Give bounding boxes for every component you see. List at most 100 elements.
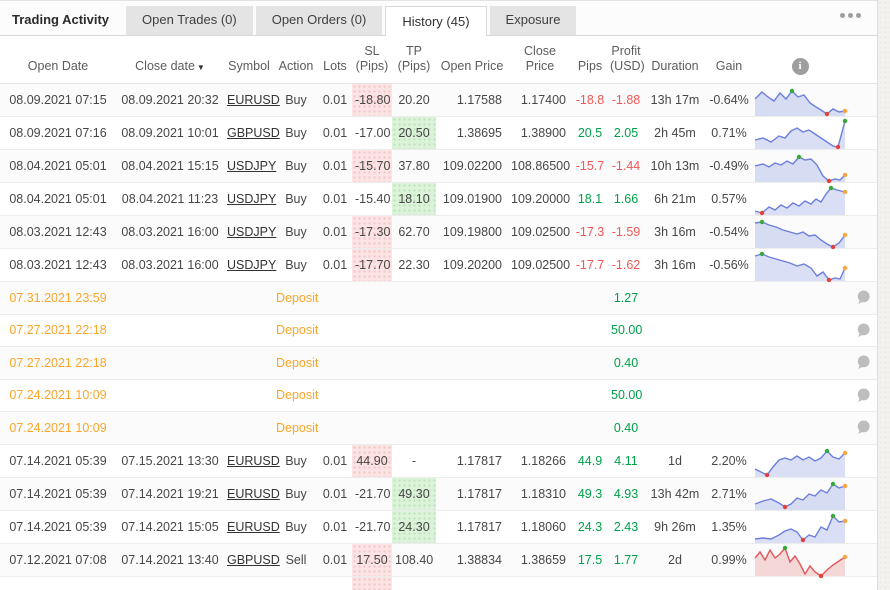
cell-empty [116,412,274,445]
tab-trading-activity[interactable]: Trading Activity [12,12,110,27]
cell-empty [116,380,274,412]
cell-comment [848,478,877,511]
column-header-chart[interactable]: i [752,36,848,84]
column-header-action[interactable]: Action [274,36,318,84]
symbol-link[interactable]: EURUSD [227,93,280,107]
symbol-link[interactable]: USDJPY [227,258,277,272]
more-options-button[interactable] [840,13,861,18]
cell-close-price: 108.86500 [508,150,572,183]
cell-sl: -15.70 [352,150,392,183]
column-header-comment[interactable] [848,36,877,84]
cell-close-date: 07.15.2021 13:30 [116,445,224,478]
tab-exposure[interactable]: Exposure [489,6,577,35]
cell-action: Buy [274,117,318,150]
cell-action: Buy [274,249,318,282]
symbol-link[interactable]: GBPUSD [227,126,280,140]
symbol-link[interactable]: GBPUSD [227,552,280,567]
cell-chart [752,84,848,117]
cell-pips: 24.3 [572,511,608,544]
cell-empty [644,412,848,445]
symbol-link[interactable]: EURUSD [227,519,280,534]
cell-close-price: 109.02500 [508,216,572,249]
cell-symbol: GBPUSD [224,117,280,150]
comment-icon[interactable] [855,388,871,403]
column-header-tp[interactable]: TP (Pips) [392,36,436,84]
column-header-open_date[interactable]: Open Date [0,36,116,84]
cell-close_price [508,577,572,590]
cell-profit: 4.11 [608,445,644,478]
column-header-lots[interactable]: Lots [318,36,352,84]
tab-open-trades-0[interactable]: Open Trades (0) [126,6,253,35]
cell-duration: 2h 45m [644,117,706,150]
cell-symbol: GBPUSD [224,544,280,577]
cell-comment [848,544,877,577]
column-header-close_date[interactable]: Close date ▼ [116,36,224,84]
trade-row: 07.14.2021 05:39 07.14.2021 15:05 EURUSD Bu… [0,510,877,544]
cell-tp: 37.80 [392,150,436,183]
cell-close-date: 08.04.2021 11:23 [116,183,224,216]
cell-deposit-label: Deposit [274,282,318,315]
column-label: Gain [715,59,743,74]
cell-close-date: 07.14.2021 13:40 [116,544,224,577]
sparkline-chart [754,513,848,543]
symbol-link[interactable]: USDJPY [227,225,277,239]
cell-tp: 24.30 [392,510,436,544]
end-dot [842,108,848,114]
comment-icon[interactable] [855,420,871,435]
cell-empty [318,412,608,445]
min-dot [800,537,806,542]
cell-open-date: 07.24.2021 10:09 [0,380,116,412]
cell-sl: -17.30 [352,216,392,249]
column-header-symbol[interactable]: Symbol [224,36,274,84]
tab-history-45[interactable]: History (45) [385,6,487,36]
cell-deposit-label: Deposit [274,347,318,380]
cell-close-price: 1.38900 [508,117,572,150]
cell-profit: -1.62 [608,249,644,282]
sort-desc-icon: ▼ [196,63,205,73]
cell-symbol: EURUSD [224,511,280,544]
comment-icon[interactable] [855,355,871,370]
column-header-close_price[interactable]: Close Price [508,36,572,84]
max-dot [830,513,836,518]
symbol-link[interactable]: EURUSD [227,486,280,501]
comment-icon[interactable] [855,290,871,305]
cell-close-date: 08.09.2021 20:32 [116,84,224,117]
column-header-open_price[interactable]: Open Price [436,36,508,84]
symbol-link[interactable]: EURUSD [227,453,280,468]
cell-pips [572,577,608,590]
cell-empty [318,315,608,347]
info-icon[interactable]: i [791,58,809,75]
column-header-pips[interactable]: Pips [572,36,608,84]
end-dot [842,189,848,195]
end-dot [842,232,848,238]
tab-open-orders-0[interactable]: Open Orders (0) [255,6,383,35]
cell-lots: 0.01 [318,183,352,216]
cell-deposit-label: Deposit [274,412,318,445]
symbol-link[interactable]: USDJPY [227,192,277,206]
column-label: SL (Pips) [355,43,389,74]
cell-comment [848,117,877,150]
column-header-sl[interactable]: SL (Pips) [352,36,392,84]
trade-row: 07.14.2021 05:39 07.15.2021 13:30 EURUSD Bu… [0,444,877,478]
cell-gain: -0.54% [706,216,752,249]
cell-open_date [0,577,116,590]
cell-chart [752,249,848,283]
cell-gain [706,577,752,590]
max-dot [830,481,836,486]
column-header-duration[interactable]: Duration [644,36,706,84]
min-dot [782,504,788,509]
table-header-row: Open Date Close date ▼ Symbol Action Lots SL (… [0,36,877,84]
cell-deposit-label: Deposit [274,380,318,412]
cell-open-date: 07.14.2021 05:39 [0,478,116,511]
cell-lots: 0.01 [318,511,352,544]
symbol-link[interactable]: USDJPY [227,159,277,173]
column-label: Close Price [524,43,556,74]
cell-duration: 9h 26m [644,511,706,544]
trade-row: 08.09.2021 07:15 08.09.2021 20:32 EURUSD Bu… [0,84,877,117]
cell-lots [318,577,352,590]
cell-deposit-label: Deposit [274,315,318,347]
deposit-row: 07.24.2021 10:09 Deposit 50.00 [0,380,877,412]
comment-icon[interactable] [855,323,871,338]
column-header-profit[interactable]: Profit (USD) [608,36,645,84]
column-header-gain[interactable]: Gain [706,36,752,84]
